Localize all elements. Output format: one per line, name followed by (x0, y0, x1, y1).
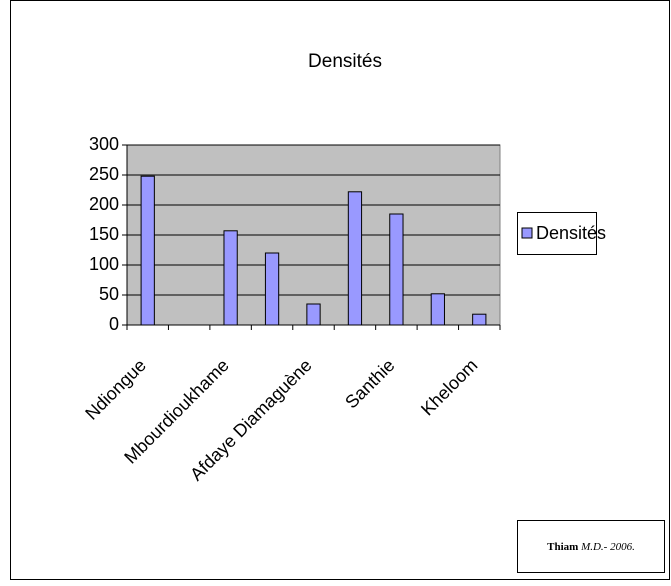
bar (389, 213, 404, 326)
chart-title: Densités (308, 51, 382, 72)
bar (223, 230, 238, 326)
credit-text: M.D.- 2006. (580, 541, 635, 553)
bar (140, 175, 155, 326)
y-tick-label: 0 (109, 314, 119, 334)
legend-label: Densités (536, 223, 606, 243)
y-tick-label: 250 (89, 164, 119, 184)
y-tick-label: 200 (89, 194, 119, 214)
bar (472, 313, 487, 326)
y-tick-label: 100 (89, 254, 119, 274)
credit-box (517, 520, 665, 573)
y-tick-label: 300 (89, 134, 119, 154)
y-tick-label: 50 (99, 284, 119, 304)
bar (430, 293, 445, 326)
bar (264, 252, 280, 326)
y-tick-label: 150 (89, 224, 119, 244)
credit: Thiam M.D.- 2006. (547, 541, 635, 553)
bar (347, 191, 363, 326)
bar (306, 303, 321, 326)
credit-name: Thiam (547, 541, 578, 553)
legend-swatch (521, 227, 533, 239)
